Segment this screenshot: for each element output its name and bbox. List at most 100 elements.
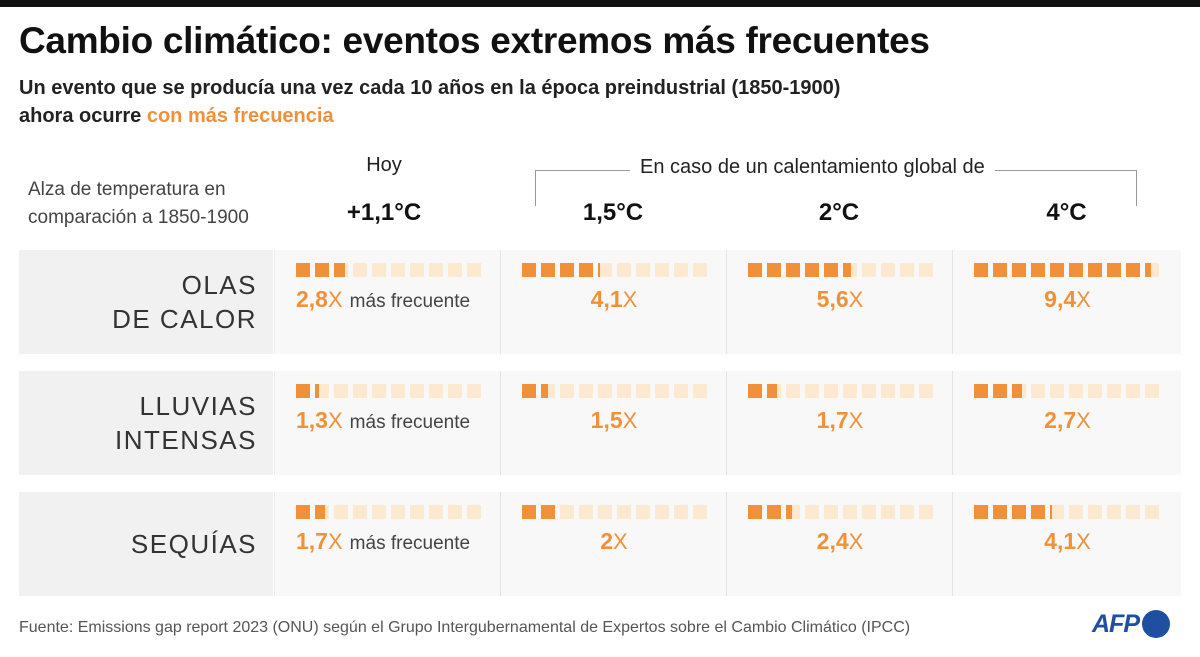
frequency-square: [560, 505, 574, 519]
frequency-square-fill: [1050, 505, 1052, 519]
frequency-square: [881, 384, 895, 398]
frequency-square-fill: [824, 263, 838, 277]
frequency-square: [541, 505, 555, 519]
frequency-square-fill: [993, 263, 1007, 277]
frequency-square: [1069, 505, 1083, 519]
frequency-square: [824, 263, 838, 277]
frequency-number: 2: [600, 528, 614, 554]
scenario-group-label: En caso de un calentamiento global de: [630, 156, 995, 179]
frequency-square: [655, 505, 669, 519]
frequency-square: [410, 384, 424, 398]
frequency-value: 1,3X más frecuente: [296, 407, 470, 434]
frequency-square: [617, 263, 631, 277]
afp-logo-text: AFP: [1092, 609, 1140, 638]
times-suffix: X: [1076, 287, 1091, 312]
frequency-square: [919, 505, 933, 519]
frequency-square: [993, 263, 1007, 277]
frequency-square: [1050, 384, 1064, 398]
frequency-square-fill: [522, 505, 536, 519]
times-suffix: X: [327, 287, 343, 312]
frequency-value: 2,7X: [953, 407, 1182, 434]
row-label-line: OLAS: [181, 270, 257, 300]
row-label: SEQUÍAS: [19, 492, 273, 596]
frequency-value: 1,5X: [501, 407, 727, 434]
frequency-square: [1145, 505, 1159, 519]
times-suffix: X: [613, 529, 628, 554]
frequency-square: [579, 505, 593, 519]
frequency-square: [410, 263, 424, 277]
frequency-square: [805, 263, 819, 277]
times-suffix: X: [1076, 408, 1091, 433]
frequency-square: [786, 384, 800, 398]
frequency-square: [674, 263, 688, 277]
frequency-square: [315, 505, 329, 519]
frequency-square-fill: [560, 263, 574, 277]
column-temperature-1: 1,5°C: [582, 199, 644, 226]
frequency-square-fill: [748, 263, 762, 277]
page-title: Cambio climático: eventos extremos más f…: [19, 20, 930, 61]
frequency-square: [786, 263, 800, 277]
frequency-square: [1050, 505, 1064, 519]
frequency-square: [805, 505, 819, 519]
frequency-square: [1031, 384, 1045, 398]
subtitle-part1: Un evento que se producía: [19, 77, 281, 99]
frequency-square-fill: [786, 263, 800, 277]
frequency-square: [522, 384, 536, 398]
frequency-square: [974, 384, 988, 398]
frequency-square: [560, 384, 574, 398]
data-cell: 2,7X: [952, 371, 1181, 475]
frequency-square: [448, 505, 462, 519]
times-suffix: X: [622, 287, 638, 312]
frequency-square: [429, 384, 443, 398]
frequency-square: [993, 384, 1007, 398]
subtitle-emphasis: una vez cada 10 años: [280, 77, 485, 99]
data-cell: 2X: [500, 492, 726, 596]
frequency-value: 4,1X: [953, 528, 1182, 555]
row-label: LLUVIAS INTENSAS: [19, 371, 273, 475]
data-cell: 4,1X: [500, 250, 726, 354]
frequency-square-fill: [315, 263, 329, 277]
frequency-square: [296, 263, 310, 277]
frequency-square: [522, 263, 536, 277]
data-cell: 1,5X: [500, 371, 726, 475]
subtitle: Un evento que se producía una vez cada 1…: [19, 74, 1019, 130]
more-frequent-label: más frecuente: [349, 412, 471, 433]
frequency-square-fill: [334, 263, 346, 277]
frequency-square-fill: [315, 384, 320, 398]
frequency-square-fill: [1145, 263, 1151, 277]
frequency-square: [429, 505, 443, 519]
frequency-square: [693, 384, 707, 398]
frequency-number: 4,1: [590, 286, 623, 312]
frequency-square: [900, 505, 914, 519]
times-suffix: X: [622, 408, 638, 433]
subtitle-part2: en la época preindustrial (1850-1900): [484, 77, 841, 99]
data-cell: 2,8X más frecuente: [274, 250, 500, 354]
frequency-square: [786, 505, 800, 519]
frequency-square-fill: [522, 263, 536, 277]
frequency-square-fill: [767, 505, 781, 519]
frequency-square: [674, 505, 688, 519]
frequency-number: 4,1: [1044, 528, 1077, 554]
row-label-line: SEQUÍAS: [130, 529, 257, 559]
frequency-square: [636, 505, 650, 519]
frequency-square: [900, 384, 914, 398]
frequency-square: [919, 263, 933, 277]
frequency-square: [748, 505, 762, 519]
frequency-square: [522, 505, 536, 519]
column-temperature-0: +1,1°C: [346, 199, 422, 226]
frequency-square: [862, 505, 876, 519]
frequency-square: [391, 384, 405, 398]
frequency-square: [598, 505, 612, 519]
more-frequent-label: más frecuente: [349, 533, 471, 554]
times-suffix: X: [1076, 529, 1091, 554]
frequency-square-fill: [993, 384, 1007, 398]
frequency-number: 2,4: [816, 528, 849, 554]
frequency-square: [429, 263, 443, 277]
frequency-value: 9,4X: [953, 286, 1182, 313]
frequency-square: [862, 384, 876, 398]
data-cell: 1,7X más frecuente: [274, 492, 500, 596]
frequency-square: [919, 384, 933, 398]
frequency-square: [767, 505, 781, 519]
frequency-square: [993, 505, 1007, 519]
frequency-square: [805, 384, 819, 398]
